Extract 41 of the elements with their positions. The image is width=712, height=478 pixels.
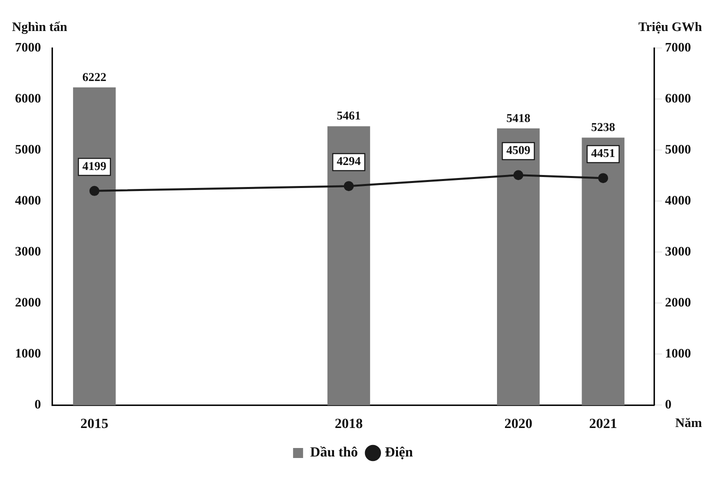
- data-label: 6222: [82, 70, 106, 84]
- data-label: 4199: [82, 159, 106, 174]
- y-tick-label: 5000: [15, 141, 41, 156]
- bar: [497, 128, 540, 406]
- legend-label: Điện: [384, 446, 414, 461]
- data-label: 5461: [336, 108, 361, 123]
- point: [89, 186, 100, 196]
- point: [598, 173, 608, 184]
- bar: [327, 126, 370, 406]
- y2-tick-label: 1000: [665, 346, 691, 361]
- x-tick-label: 2015: [80, 417, 108, 432]
- x-axis-title: Năm: [675, 415, 702, 430]
- data-label: 4451: [591, 146, 616, 160]
- y-tick-label: 1000: [15, 346, 41, 361]
- data-label: 5418: [506, 110, 530, 125]
- y2-tick-label: 6000: [665, 90, 691, 106]
- y2-tick-label: 3000: [665, 243, 691, 258]
- y-tick-label: 0: [34, 396, 41, 412]
- y-tick-label: 6000: [15, 90, 41, 106]
- y2-tick-label: 5000: [665, 141, 691, 156]
- legend-label: Dầu thô: [310, 446, 358, 461]
- data-label: 5238: [591, 120, 616, 134]
- data-label: 4509: [506, 143, 530, 158]
- bar: [73, 87, 116, 406]
- bar: [582, 138, 624, 406]
- x-tick-label: 2021: [589, 417, 618, 432]
- point: [513, 170, 524, 180]
- x-tick-label: 2018: [334, 417, 363, 432]
- y2-axis-title: Triệu GWh: [638, 18, 703, 34]
- y-tick-label: 7000: [15, 39, 41, 54]
- y2-tick-label: 4000: [665, 192, 691, 208]
- y2-tick-label: 2000: [665, 294, 691, 310]
- y-tick-label: 3000: [15, 243, 41, 258]
- data-label: 4294: [336, 154, 361, 168]
- y-axis-title: Nghìn tấn: [12, 18, 68, 34]
- y-tick-label: 4000: [15, 192, 41, 208]
- y2-tick-label: 0: [665, 396, 672, 412]
- y2-tick-label: 7000: [665, 39, 691, 54]
- x-tick-label: 2020: [504, 417, 532, 432]
- point: [344, 181, 354, 192]
- y-tick-label: 2000: [15, 294, 41, 310]
